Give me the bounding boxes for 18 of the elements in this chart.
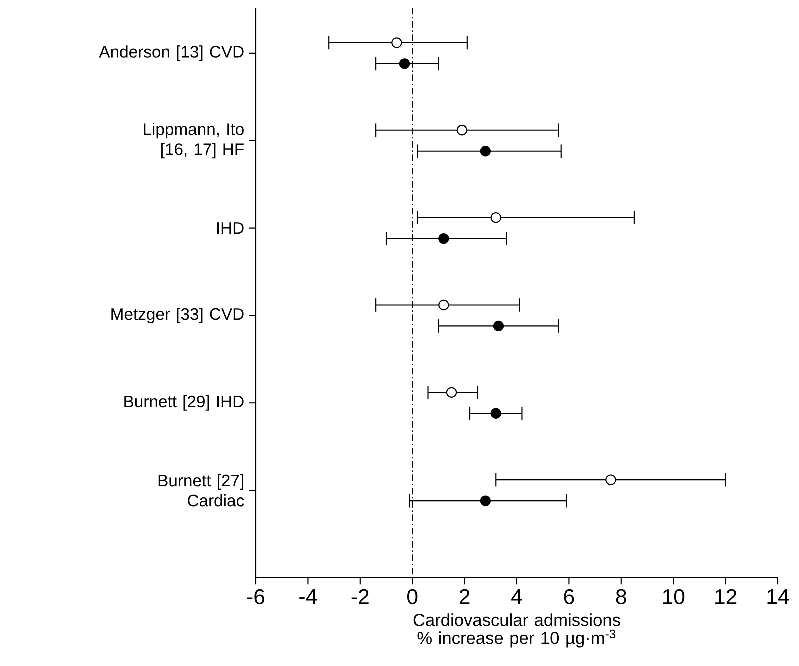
x-tick-label: 2 [460, 589, 470, 604]
y-tick-label: Burnett [29] IHD [124, 395, 244, 411]
x-tick-label: 6 [564, 589, 574, 604]
x-axis-title: Cardiovascular admissions % increase per 10 µg·m$^{-3}$ [414, 614, 620, 648]
x-tick-label: 10 [663, 589, 685, 604]
x-tick-label: -6 [247, 589, 265, 604]
x-tick-label: 14 [768, 589, 790, 604]
x-tick-label: -4 [300, 589, 318, 604]
y-tick-label: Burnett [27] Cardiac [158, 474, 244, 507]
y-tick-label: IHD [217, 222, 244, 234]
x-tick-label: 8 [616, 589, 626, 604]
x-tick-label: 4 [512, 589, 522, 604]
x-tick-label: 12 [716, 589, 737, 604]
x-tick-label: -2 [352, 589, 369, 604]
x-tick-label: 0 [408, 589, 418, 604]
y-tick-label: Metzger [33] CVD [112, 308, 244, 324]
y-tick-label: Lippmann, Ito [16, 17] HF [144, 123, 244, 159]
y-tick-label: Anderson [13] CVD [99, 46, 244, 62]
